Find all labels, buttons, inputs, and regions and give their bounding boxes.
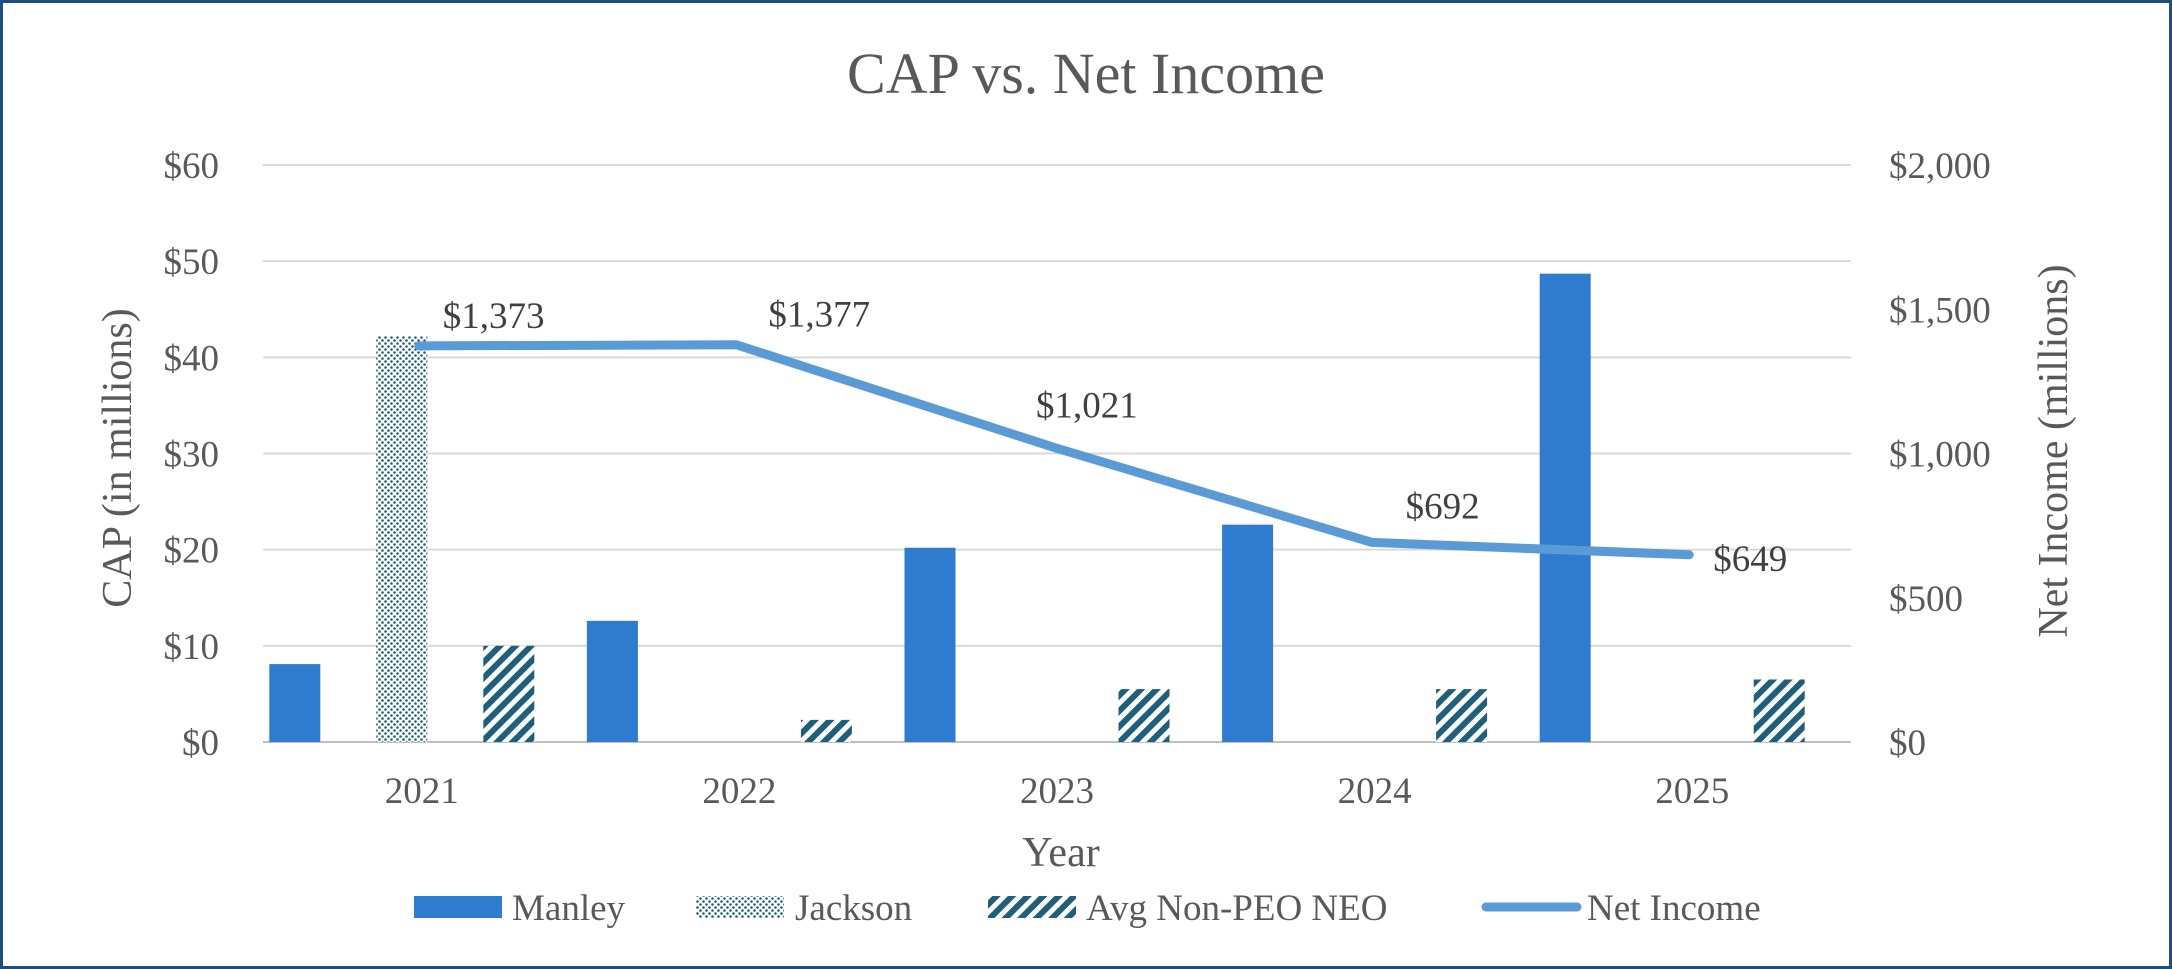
legend-swatch-manley <box>414 896 502 918</box>
x-tick-label: 2022 <box>702 771 776 812</box>
bar-avg-non-peo-neo-2022 <box>800 719 852 742</box>
x-tick-label: 2021 <box>385 771 459 812</box>
bars <box>269 273 1805 742</box>
legend-label-manley: Manley <box>512 888 626 929</box>
y-tick-label: $20 <box>164 531 220 572</box>
net-income-data-label: $649 <box>1713 539 1787 580</box>
bar-avg-non-peo-neo-2025 <box>1753 679 1805 742</box>
y-tick-label: $60 <box>164 146 220 187</box>
bar-avg-non-peo-neo-2024 <box>1436 689 1488 742</box>
x-axis-ticks: 2021 2022 2023 2024 2025 <box>385 771 1729 812</box>
y-tick-label: $50 <box>164 242 220 283</box>
net-income-data-label: $1,377 <box>768 295 870 336</box>
bar-manley-2025 <box>1539 273 1591 742</box>
y-axis-title: CAP (in millions) <box>95 308 141 607</box>
net-income-line-group <box>414 340 1694 560</box>
y2-tick-label: $500 <box>1889 579 1963 620</box>
y-axis-ticks: $0 $10 $20 $30 $40 $50 $60 <box>164 146 220 764</box>
y2-tick-label: $1,000 <box>1889 435 1991 476</box>
bar-jackson-2021 <box>376 336 428 742</box>
net-income-line <box>414 340 1694 560</box>
net-income-data-label: $1,021 <box>1036 385 1138 426</box>
legend-swatch-avg-non-peo-neo <box>988 896 1076 918</box>
bar-avg-non-peo-neo-2023 <box>1118 689 1170 742</box>
bar-manley-2021 <box>269 664 321 742</box>
x-tick-label: 2025 <box>1655 771 1729 812</box>
y2-tick-label: $1,500 <box>1889 290 1991 331</box>
y-tick-label: $0 <box>182 723 219 764</box>
y-tick-label: $10 <box>164 627 220 668</box>
bar-manley-2022 <box>586 620 638 742</box>
legend: Manley Jackson Avg Non-PEO NEO Net Incom… <box>414 888 1761 929</box>
y-tick-label: $30 <box>164 435 220 476</box>
data-labels: $1,373 $1,377 $1,021 $692 $649 <box>443 295 1787 580</box>
bar-manley-2023 <box>904 547 956 742</box>
legend-label-net-income: Net Income <box>1587 888 1761 929</box>
bar-manley-2024 <box>1222 524 1274 742</box>
x-tick-label: 2024 <box>1338 771 1412 812</box>
y-tick-label: $40 <box>164 338 220 379</box>
cap-vs-net-income-chart: CAP vs. Net Income $0$10$20$30$40$50$60 … <box>95 41 2077 929</box>
legend-label-jackson: Jackson <box>795 888 912 929</box>
y2-axis-ticks: $0 $500 $1,000 $1,500 $2,000 <box>1889 146 1991 764</box>
net-income-data-label: $1,373 <box>443 296 545 337</box>
legend-label-avg-non-peo-neo: Avg Non-PEO NEO <box>1086 888 1387 929</box>
x-axis-title: Year <box>1022 830 1099 876</box>
bar-avg-non-peo-neo-2021 <box>483 645 535 742</box>
y2-axis-title: Net Income (millions) <box>2031 264 2077 637</box>
legend-swatch-jackson <box>696 896 784 918</box>
net-income-data-label: $692 <box>1406 486 1480 527</box>
chart-title: CAP vs. Net Income <box>847 41 1325 106</box>
y2-tick-label: $2,000 <box>1889 146 1991 187</box>
y2-tick-label: $0 <box>1889 723 1926 764</box>
x-tick-label: 2023 <box>1020 771 1094 812</box>
